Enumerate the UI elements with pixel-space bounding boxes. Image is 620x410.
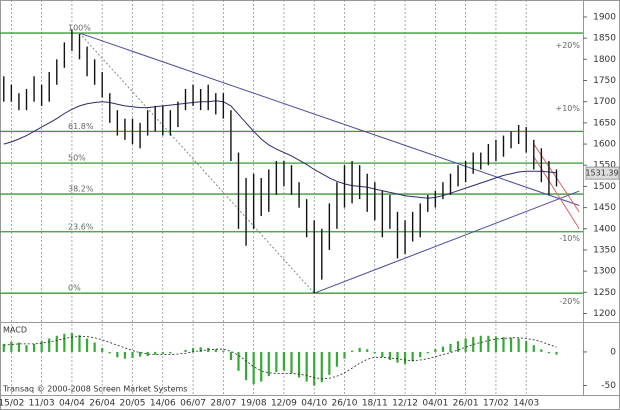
x-tick-label: 26/10 xyxy=(332,399,358,409)
y-tick-label: 1350 xyxy=(593,245,616,255)
y-tick-label: 1750 xyxy=(593,76,616,86)
y-tick-label: 1300 xyxy=(593,267,616,277)
y-tick-label: 0 xyxy=(610,347,616,357)
y-tick-label: -50 xyxy=(601,381,616,391)
y-tick-label: 1450 xyxy=(593,203,616,213)
x-tick-label: 19/08 xyxy=(241,399,267,409)
x-tick-label: 18/11 xyxy=(362,399,388,409)
y-tick-label: 1600 xyxy=(593,140,616,150)
trend-line xyxy=(314,190,580,294)
last-price-box xyxy=(585,166,620,180)
trend-line xyxy=(79,32,580,206)
x-tick-label: 26/04 xyxy=(89,399,115,409)
y-tick-label: 1900 xyxy=(593,12,616,22)
last-price-label: 1531.39 xyxy=(585,169,618,178)
side-label: +20% xyxy=(556,41,581,50)
y-tick-label: 1650 xyxy=(593,118,616,128)
x-tick-label: 15/02 xyxy=(0,399,24,409)
x-tick-label: 12/12 xyxy=(392,399,418,409)
x-tick-label: 12/09 xyxy=(271,399,297,409)
fib-label: 50% xyxy=(68,154,86,163)
fib-label: 100% xyxy=(68,24,91,33)
x-tick-label: 28/07 xyxy=(210,399,236,409)
x-tick-label: 04/10 xyxy=(301,399,327,409)
x-tick-label: 17/02 xyxy=(483,399,509,409)
fib-label: 23.6% xyxy=(68,222,94,231)
x-tick-label: 11/03 xyxy=(29,399,55,409)
fib-label: 0% xyxy=(68,284,81,293)
y-tick-label: 1200 xyxy=(593,309,616,319)
y-tick-label: 1550 xyxy=(593,161,616,171)
moving-average xyxy=(3,100,557,199)
y-tick-label: 1700 xyxy=(593,97,616,107)
side-label: -10% xyxy=(559,234,580,243)
x-tick-label: 04/01 xyxy=(422,399,448,409)
fib-label: 61.8% xyxy=(68,122,94,131)
x-tick-label: 14/03 xyxy=(513,399,539,409)
x-tick-label: 26/01 xyxy=(453,399,479,409)
side-label: +10% xyxy=(556,104,581,113)
y-tick-label: 1850 xyxy=(593,34,616,44)
fib-label: 38.2% xyxy=(68,185,94,194)
y-tick-label: 1250 xyxy=(593,288,616,298)
signal-line xyxy=(3,336,557,380)
y-tick-label: 1800 xyxy=(593,55,616,65)
footer: Transaq © 2000-2008 Screen Market System… xyxy=(2,385,187,394)
x-tick-label: 20/05 xyxy=(120,399,146,409)
y-tick-label: 1500 xyxy=(593,182,616,192)
x-tick-label: 04/04 xyxy=(59,399,85,409)
y-tick-label: 1400 xyxy=(593,224,616,234)
panel-title: MACD xyxy=(3,326,27,335)
side-label: -20% xyxy=(559,297,580,306)
x-tick-label: 14/06 xyxy=(150,399,176,409)
x-tick-label: 06/07 xyxy=(180,399,206,409)
